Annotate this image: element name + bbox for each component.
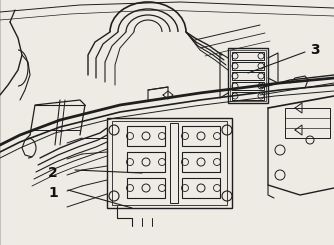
- Bar: [112, 121, 227, 205]
- Bar: [285, 108, 330, 138]
- Bar: [228, 48, 268, 103]
- Bar: [127, 178, 165, 198]
- Bar: [127, 126, 165, 146]
- Bar: [170, 123, 178, 203]
- Bar: [182, 178, 220, 198]
- Bar: [230, 50, 266, 101]
- Bar: [107, 118, 232, 208]
- Bar: [182, 126, 220, 146]
- Bar: [232, 72, 264, 80]
- Bar: [127, 152, 165, 172]
- Text: 3: 3: [310, 43, 320, 57]
- Bar: [232, 52, 264, 60]
- Bar: [232, 62, 264, 70]
- Bar: [232, 92, 264, 100]
- Bar: [232, 82, 264, 90]
- Text: 2: 2: [48, 166, 58, 180]
- Bar: [182, 152, 220, 172]
- Text: 1: 1: [48, 186, 58, 200]
